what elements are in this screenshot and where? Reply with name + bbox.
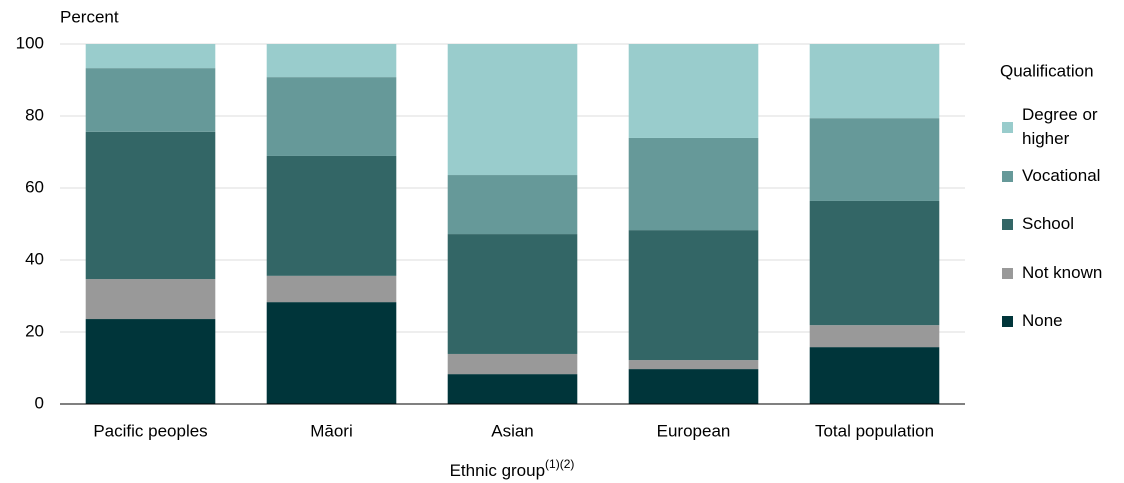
y-tick-label: 100 [16, 33, 44, 52]
y-tick-label: 20 [25, 321, 44, 340]
legend-title: Qualification [1000, 61, 1094, 80]
x-axis-label-group: Ethnic group(1)(2) [450, 457, 575, 480]
legend-label: Vocational [1022, 165, 1101, 185]
bar-segment [266, 44, 397, 78]
y-tick-label: 0 [35, 393, 44, 412]
bar-segment [447, 353, 578, 375]
bar-segment [85, 68, 216, 132]
y-tick-label: 80 [25, 105, 44, 124]
bar-segment [447, 374, 578, 404]
bar-segment [809, 347, 940, 404]
x-axis-note: (1)(2) [545, 457, 574, 471]
legend-swatch [1002, 219, 1013, 230]
bar-segment [628, 137, 759, 231]
legend-swatch [1002, 316, 1013, 327]
bar-segment [85, 279, 216, 320]
x-tick-label: European [657, 421, 731, 440]
bar-segment [447, 44, 578, 176]
bar-segment [266, 155, 397, 276]
y-tick-label: 60 [25, 177, 44, 196]
x-axis-label: Ethnic group [450, 461, 545, 480]
y-tick-label: 40 [25, 249, 44, 268]
bar-segment [628, 369, 759, 404]
bar-segment [628, 44, 759, 138]
bar-segment [809, 118, 940, 201]
bar-segment [809, 325, 940, 348]
bar-segment [266, 77, 397, 156]
bar-segment [809, 200, 940, 326]
bar-segment [266, 302, 397, 404]
legend-swatch [1002, 122, 1013, 133]
bar-segment [85, 319, 216, 404]
bar-segment [447, 175, 578, 235]
bar-segment [628, 230, 759, 361]
bar-segment [447, 234, 578, 354]
x-tick-label: Total population [815, 421, 934, 440]
x-tick-label: Asian [491, 421, 534, 440]
legend-swatch [1002, 267, 1013, 279]
bar-segment [266, 275, 397, 303]
x-tick-label: Māori [310, 421, 353, 440]
y-axis-label: Percent [60, 7, 119, 26]
legend-label: School [1022, 214, 1074, 233]
bar-segment [809, 44, 940, 119]
bar-segment [628, 360, 759, 370]
legend-label: None [1022, 311, 1063, 330]
x-tick-label: Pacific peoples [93, 421, 207, 440]
legend-label: Not known [1022, 262, 1103, 282]
bar-segment [85, 131, 216, 280]
legend-label: Degree or higher [1022, 105, 1098, 148]
legend-swatch [1002, 170, 1013, 182]
bar-segment [85, 44, 216, 69]
